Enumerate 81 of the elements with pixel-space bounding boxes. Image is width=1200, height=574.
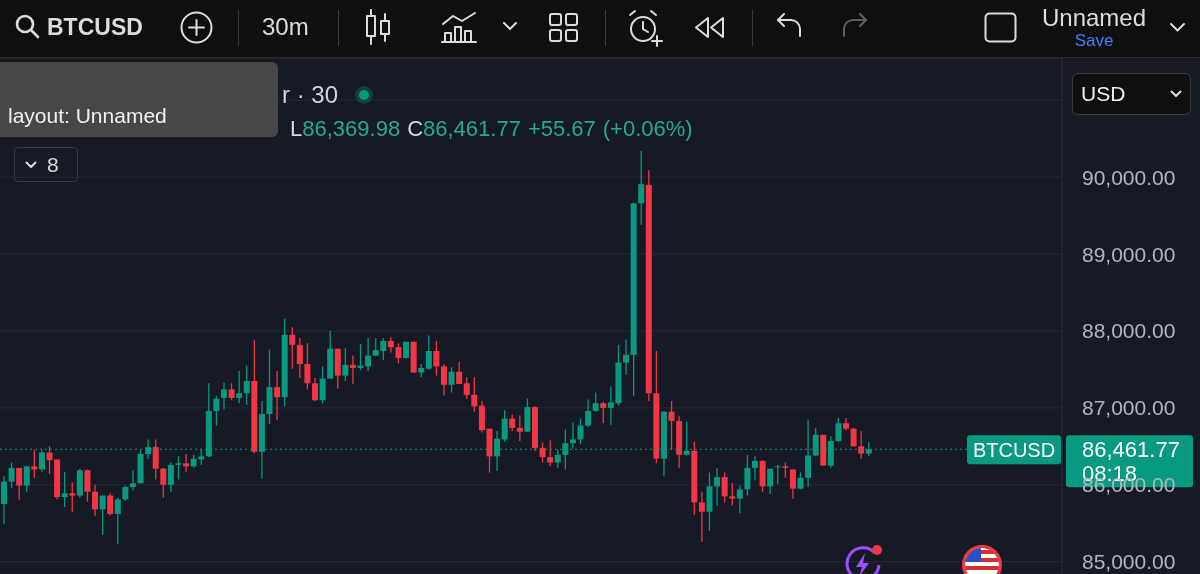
candlestick: [547, 439, 554, 467]
candlestick: [114, 497, 121, 545]
candlestick: [69, 481, 76, 513]
candlestick: [183, 453, 190, 473]
candlestick: [274, 370, 281, 421]
y-tick-label: 89,000.00: [1082, 242, 1176, 266]
candlestick: [623, 338, 630, 376]
candlestick: [84, 468, 91, 503]
annotation: L86,369.98 C86,461.77 +55.67 (+0.06%): [290, 116, 693, 142]
candlestick: [592, 391, 599, 413]
text: Save: [1074, 31, 1114, 50]
candlestick: [167, 461, 174, 493]
y-tick-label: 90,000.00: [1082, 165, 1176, 189]
count-button: 8: [14, 147, 78, 182]
candlestick: [440, 363, 447, 397]
candlestick: [175, 455, 182, 481]
candlestick: [858, 430, 865, 460]
candlestick: [501, 409, 508, 443]
candlestick: [835, 417, 842, 443]
candlestick: [774, 464, 781, 485]
y-tick-label: 87,000.00: [1082, 396, 1176, 420]
annotation: r · 30: [282, 81, 339, 108]
candlestick: [92, 484, 99, 517]
candlestick: [236, 370, 243, 404]
candlestick: [433, 340, 440, 377]
candlestick: [1, 475, 7, 525]
candlestick: [349, 354, 356, 385]
candlestick: [698, 491, 705, 543]
candlestick: [585, 398, 592, 428]
candlestick: [448, 366, 455, 394]
text: 86,461.77: [1082, 436, 1180, 462]
candlestick: [61, 471, 68, 508]
text: 30m: [262, 13, 309, 40]
candlestick: [319, 365, 326, 404]
candlestick: [289, 326, 296, 370]
candlestick: [296, 337, 303, 379]
candlestick: [107, 492, 114, 517]
candlestick: [312, 377, 319, 402]
candlestick: [395, 342, 402, 364]
candlestick: [736, 484, 743, 514]
candlestick: [607, 385, 614, 426]
currency-dropdown: USD: [1072, 73, 1191, 115]
candlestick: [767, 468, 774, 495]
candlestick: [99, 494, 106, 536]
candlestick: [577, 418, 584, 445]
candlestick: [721, 471, 728, 504]
candlestick: [729, 482, 736, 507]
candlestick: [31, 449, 38, 479]
candlestick: [539, 441, 546, 464]
candlestick: [638, 150, 645, 226]
annotation: layout: Unnamed: [8, 104, 167, 127]
candlestick: [365, 337, 372, 372]
candlestick: [714, 467, 721, 507]
candlestick: [23, 465, 30, 493]
candlestick: [160, 467, 167, 499]
candlestick: [471, 376, 478, 413]
chart-title: BTCUSD: [47, 14, 143, 40]
candlestick: [668, 400, 675, 451]
candlestick: [569, 421, 576, 450]
candlestick: [8, 461, 15, 489]
tooltip: layout: Unnamed: [0, 62, 278, 137]
text: Unnamed: [1041, 4, 1147, 31]
y-tick-label: 88,000.00: [1082, 319, 1176, 343]
candlestick: [600, 401, 607, 424]
candlestick: [387, 336, 394, 354]
candlestick: [304, 342, 311, 391]
candlestick: [16, 467, 23, 501]
candlestick: [220, 381, 227, 411]
candlestick: [744, 454, 751, 497]
candlestick: [463, 376, 470, 400]
candlestick: [789, 468, 796, 500]
candlestick: [425, 334, 432, 371]
candlestick: [129, 469, 136, 491]
candlestick: [243, 364, 250, 406]
annotation: 8: [47, 152, 59, 176]
candlestick: [516, 414, 523, 442]
candlestick: [152, 438, 159, 481]
candlestick: [342, 347, 349, 382]
candlestick: [213, 394, 220, 427]
y-tick-label: 85,000.00: [1082, 550, 1176, 574]
candlestick: [751, 455, 758, 481]
